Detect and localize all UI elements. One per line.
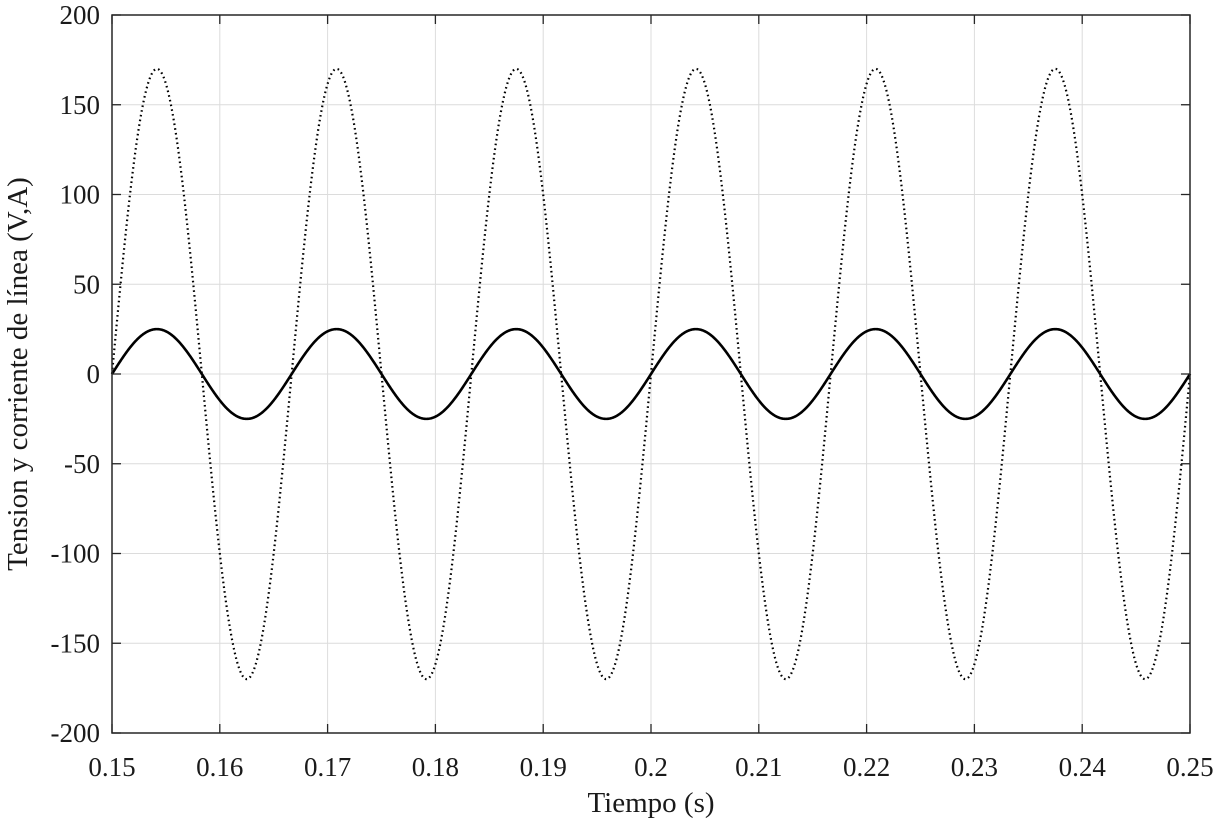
x-tick-label: 0.16: [196, 752, 243, 782]
y-tick-label: 150: [60, 90, 101, 120]
x-tick-label: 0.2: [634, 752, 668, 782]
x-tick-label: 0.18: [412, 752, 459, 782]
y-tick-label: -150: [51, 628, 101, 658]
ticks: [111, 14, 1191, 734]
y-tick-label: -100: [51, 539, 101, 569]
y-tick-label: 50: [73, 269, 100, 299]
tick-labels: 0.15 0.16 0.17 0.18 0.19 0.2 0.21 0.22 0.23 0.24 0…: [51, 0, 1214, 782]
x-tick-label: 0.25: [1166, 752, 1213, 782]
x-tick-label: 0.23: [951, 752, 998, 782]
x-tick-label: 0.19: [520, 752, 567, 782]
y-axis-label: Tension y corriente de línea (V,A): [2, 177, 34, 571]
x-tick-label: 0.15: [88, 752, 135, 782]
series-layer: [110, 67, 1192, 681]
y-tick-label: -50: [64, 449, 100, 479]
y-tick-label: 200: [60, 0, 101, 30]
y-tick-label: 100: [60, 180, 101, 210]
x-tick-label: 0.22: [843, 752, 890, 782]
grid: [112, 15, 1190, 733]
x-axis-label: Tiempo (s): [587, 787, 714, 819]
y-tick-label: -200: [51, 718, 101, 748]
y-tick-label: 0: [87, 359, 101, 389]
x-tick-label: 0.21: [735, 752, 782, 782]
x-tick-label: 0.24: [1059, 752, 1107, 782]
x-tick-label: 0.17: [304, 752, 351, 782]
current-series-line: [110, 327, 1192, 421]
